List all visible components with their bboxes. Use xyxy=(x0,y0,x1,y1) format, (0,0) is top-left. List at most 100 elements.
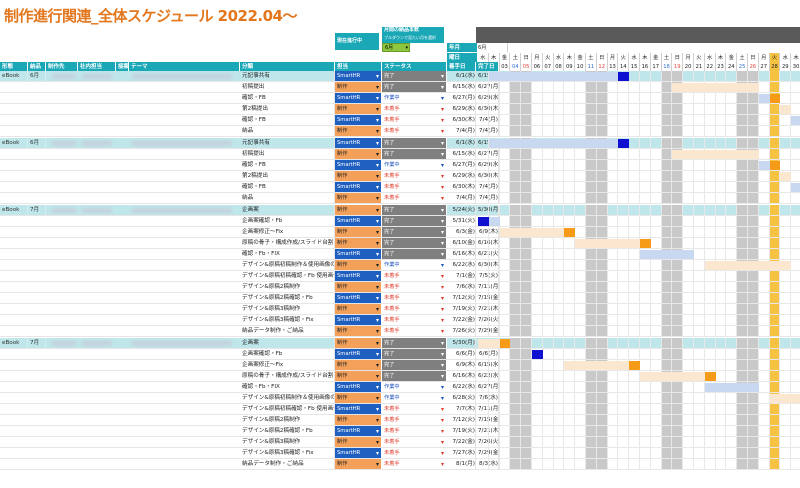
gantt-cell xyxy=(618,459,630,470)
start-date: 7/12(火) xyxy=(447,293,476,304)
status-select[interactable]: 未着手 xyxy=(382,426,447,437)
gantt-cell xyxy=(704,205,716,216)
status-select[interactable]: 未着手 xyxy=(382,415,447,426)
gantt-cell xyxy=(521,271,532,282)
status-select[interactable]: 未着手 xyxy=(382,304,447,315)
gantt-cell xyxy=(640,216,651,227)
gantt-cell xyxy=(683,104,694,115)
status-select[interactable]: 未着手 xyxy=(382,448,447,459)
status-select[interactable]: 未着手 xyxy=(382,315,447,326)
gantt-cell xyxy=(542,115,554,126)
status-select[interactable]: 完了 xyxy=(382,360,447,371)
gantt-cell xyxy=(704,271,716,282)
start-date: 6/22(水) xyxy=(447,260,476,271)
gantt-cell xyxy=(596,382,608,393)
gantt-cell xyxy=(586,282,597,293)
status-select[interactable]: 未着手 xyxy=(382,271,447,282)
row-divider xyxy=(0,226,478,227)
status-select[interactable]: 未着手 xyxy=(382,326,447,337)
status-select[interactable]: 完了 xyxy=(382,138,447,149)
status-select[interactable]: 完了 xyxy=(382,71,447,82)
status-select[interactable]: 完了 xyxy=(382,216,447,227)
status-select[interactable]: 未着手 xyxy=(382,437,447,448)
gantt-cell xyxy=(640,160,651,171)
gantt-cell xyxy=(726,371,738,382)
gantt-cell xyxy=(780,338,792,349)
row-divider xyxy=(0,436,478,437)
status-select[interactable]: 完了 xyxy=(382,349,447,360)
gantt-cell xyxy=(478,315,489,326)
status-select[interactable]: 完了 xyxy=(382,227,447,238)
gantt-cell xyxy=(488,349,500,360)
gantt-cell xyxy=(553,249,565,260)
gantt-cell xyxy=(542,393,554,404)
status-select[interactable]: 作業中 xyxy=(382,393,447,404)
status-select[interactable]: 完了 xyxy=(382,238,447,249)
gantt-cell xyxy=(726,393,738,404)
status-select[interactable]: 未着手 xyxy=(382,182,447,193)
gantt-cell xyxy=(618,326,630,337)
status-select[interactable]: 未着手 xyxy=(382,459,447,470)
start-date: 6/16(木) xyxy=(447,249,476,260)
gantt-day-14: 14 xyxy=(618,62,630,71)
status-select[interactable]: 作業中 xyxy=(382,93,447,104)
status-select[interactable]: 完了 xyxy=(382,205,447,216)
gantt-cell xyxy=(521,93,532,104)
gantt-cell xyxy=(478,415,489,426)
status-select[interactable]: 未着手 xyxy=(382,104,447,115)
gantt-cell xyxy=(607,293,619,304)
gantt-cell xyxy=(629,304,640,315)
gantt-cell xyxy=(769,371,781,382)
status-select[interactable]: 完了 xyxy=(382,371,447,382)
status-select[interactable]: 未着手 xyxy=(382,171,447,182)
gantt-cell xyxy=(791,426,800,437)
gantt-cell xyxy=(575,338,586,349)
gantt-cell xyxy=(618,82,630,93)
gantt-cell xyxy=(758,71,770,82)
gantt-cell xyxy=(478,371,489,382)
status-select[interactable]: 未着手 xyxy=(382,193,447,204)
gantt-cell xyxy=(629,205,640,216)
gantt-cell xyxy=(758,227,770,238)
gantt-day-03: 03 xyxy=(500,62,511,71)
status-select[interactable]: 作業中 xyxy=(382,382,447,393)
redacted-client xyxy=(52,141,76,146)
gantt-cell xyxy=(640,126,651,137)
gantt-cell xyxy=(521,115,532,126)
status-select[interactable]: 未着手 xyxy=(382,293,447,304)
gantt-cell xyxy=(510,205,522,216)
gantt-cell xyxy=(499,104,511,115)
status-select[interactable]: 未着手 xyxy=(382,404,447,415)
gantt-cell xyxy=(488,271,500,282)
gantt-bar xyxy=(640,250,694,259)
status-select[interactable]: 未着手 xyxy=(382,126,447,137)
gantt-cell xyxy=(704,216,716,227)
gantt-cell xyxy=(748,93,759,104)
gantt-cell xyxy=(694,304,705,315)
status-select[interactable]: 完了 xyxy=(382,249,447,260)
gantt-bar xyxy=(780,172,792,181)
gantt-cell xyxy=(586,326,597,337)
status-select[interactable]: 完了 xyxy=(382,82,447,93)
gantt-cell xyxy=(694,260,705,271)
gantt-cell xyxy=(488,293,500,304)
gantt-weekday-30: 木 xyxy=(791,53,800,62)
row-divider xyxy=(0,159,478,160)
gantt-cell xyxy=(640,360,651,371)
status-select[interactable]: 作業中 xyxy=(382,160,447,171)
gantt-cell xyxy=(575,293,586,304)
gantt-cell xyxy=(596,160,608,171)
gantt-cell xyxy=(553,160,565,171)
start-date: 6/29(水) xyxy=(447,104,476,115)
gantt-cell xyxy=(575,182,586,193)
start-date: 6/15(水) xyxy=(447,149,476,160)
status-select[interactable]: 完了 xyxy=(382,149,447,160)
gantt-cell xyxy=(521,82,532,93)
status-select[interactable]: 未着手 xyxy=(382,115,447,126)
status-select[interactable]: 完了 xyxy=(382,338,447,349)
status-select[interactable]: 作業中 xyxy=(382,260,447,271)
month-select[interactable]: 6月 ▾ xyxy=(382,43,410,52)
gantt-cell xyxy=(769,182,781,193)
row-divider xyxy=(0,281,478,282)
status-select[interactable]: 未着手 xyxy=(382,282,447,293)
